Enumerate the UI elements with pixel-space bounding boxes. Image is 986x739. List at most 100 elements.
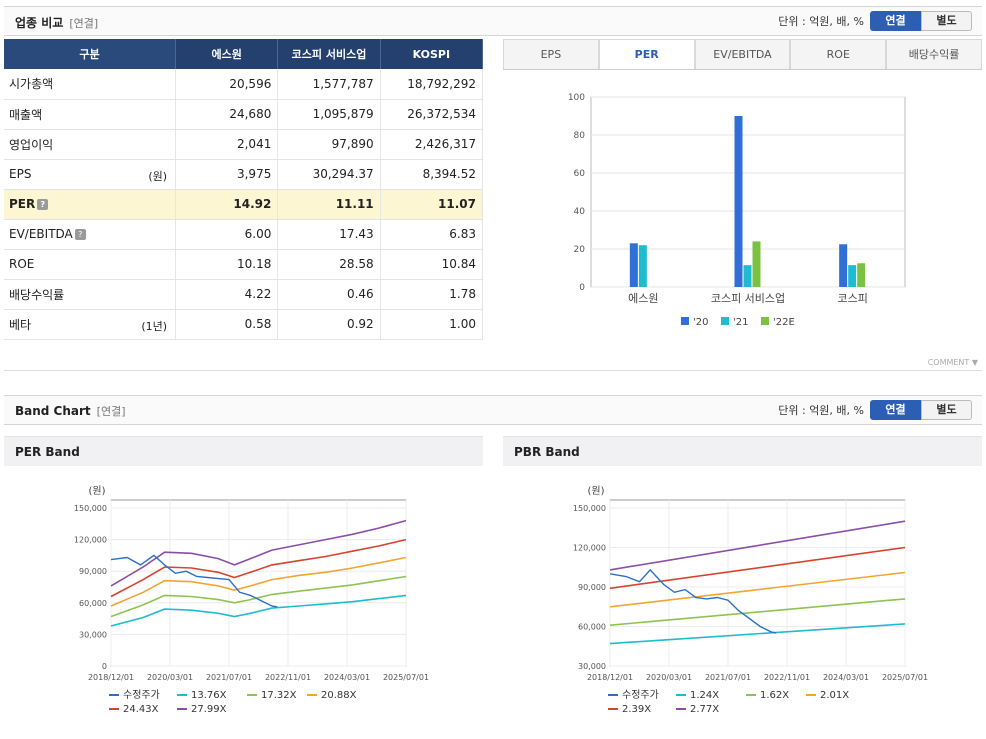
legend-swatch: [721, 317, 729, 325]
series-line-17.32x: [110, 575, 407, 618]
band-unit-label: 단위 : 억원, 배, %: [778, 404, 864, 417]
tab-dividend-yield[interactable]: 배당수익률: [886, 39, 982, 69]
cell-value: 20,596: [175, 69, 279, 100]
cell-value: 17.43: [277, 219, 381, 250]
separate-toggle[interactable]: 별도: [921, 11, 972, 31]
y-tick-label: 40: [574, 207, 586, 217]
x-category-label: 에스원: [628, 292, 658, 305]
x-tick-label: 2022/11/01: [265, 673, 311, 682]
unit-label: 단위 : 억원, 배, %: [778, 15, 864, 28]
cell-value: 30,294.37: [277, 159, 381, 190]
table-row-dividend-yield: 배당수익률 4.22 0.46 1.78: [4, 279, 484, 310]
bar-20: [839, 244, 848, 287]
tab-per[interactable]: PER: [598, 39, 695, 69]
row-label-text: 매출액: [9, 107, 43, 122]
x-tick-label: 2018/12/01: [587, 673, 633, 682]
row-label-text: 시가총액: [9, 77, 54, 92]
x-tick-label: 2024/03/01: [324, 673, 370, 682]
row-unit-note: (1년): [141, 319, 168, 333]
bar-21: [638, 245, 647, 287]
y-axis-unit: (원): [88, 485, 105, 497]
cell-value: 10.84: [380, 249, 484, 280]
y-tick-label: 0: [102, 662, 107, 671]
bar-21: [743, 265, 752, 287]
series-line-24.43x: [110, 538, 407, 598]
row-label: 배당수익률: [4, 279, 177, 310]
y-tick-label: 120,000: [74, 536, 107, 545]
cell-value: 1.00: [380, 309, 484, 340]
table-row-per: PER? 14.92 11.11 11.07: [4, 189, 484, 220]
y-tick-label: 80: [574, 131, 586, 141]
table-row-eps: EPS (원) 3,975 30,294.37 8,394.52: [4, 159, 484, 190]
band-chart-title: Band Chart [연결]: [15, 404, 126, 418]
x-tick-label: 2025/07/01: [383, 673, 429, 682]
legend-label: 24.43X: [123, 704, 159, 715]
section-divider: [4, 370, 982, 371]
legend-label: 수정주가: [622, 689, 659, 701]
legend-label: 수정주가: [123, 689, 160, 701]
cell-value: 8,394.52: [380, 159, 484, 190]
row-label-text: 배당수익률: [9, 287, 65, 302]
cell-value: 3,975: [175, 159, 279, 190]
cell-value: 6.83: [380, 219, 484, 250]
row-label-text: PER: [9, 197, 36, 211]
y-tick-label: 60: [574, 169, 586, 179]
comment-toggle[interactable]: COMMENT ▼: [927, 358, 978, 367]
cell-value: 0.58: [175, 309, 279, 340]
band-separate-toggle[interactable]: 별도: [921, 400, 972, 420]
y-tick-label: 30,000: [578, 662, 606, 671]
cell-value: 14.92: [175, 189, 279, 220]
series-line-13.76x: [110, 594, 407, 627]
y-tick-label: 20: [574, 245, 586, 255]
consolidated-toggle[interactable]: 연결: [870, 11, 921, 31]
row-label-text: 베타: [9, 317, 32, 332]
cell-value: 1.78: [380, 279, 484, 310]
x-category-label: 코스피: [837, 292, 867, 305]
series-line-2.01x: [609, 571, 906, 608]
y-axis-unit: (원): [587, 485, 604, 497]
y-tick-label: 0: [579, 283, 585, 293]
row-label-text: ROE: [9, 257, 35, 271]
col-header-category: 구분: [4, 39, 177, 69]
cell-value: 28.58: [277, 249, 381, 280]
band-consolidated-toggle[interactable]: 연결: [870, 400, 921, 420]
table-row-market-cap: 시가총액 20,596 1,577,787 18,792,292: [4, 69, 484, 100]
row-label: PER?: [4, 189, 177, 220]
per-band-title: PER Band: [4, 436, 483, 466]
y-tick-label: 90,000: [79, 567, 107, 576]
x-tick-label: 2022/11/01: [764, 673, 810, 682]
band-unit-toggle-group: 단위 : 억원, 배, % 연결 별도: [778, 400, 972, 420]
cell-value: 0.92: [277, 309, 381, 340]
bar-22e: [857, 263, 866, 287]
cell-value: 2,426,317: [380, 129, 484, 160]
help-icon[interactable]: ?: [74, 229, 86, 240]
cell-value: 18,792,292: [380, 69, 484, 100]
y-tick-label: 120,000: [573, 544, 606, 553]
cell-value: 4.22: [175, 279, 279, 310]
tab-ev-ebitda[interactable]: EV/EBITDA: [694, 39, 791, 69]
help-icon[interactable]: ?: [37, 199, 49, 210]
cell-value: 0.46: [277, 279, 381, 310]
x-tick-label: 2021/07/01: [206, 673, 252, 682]
tab-eps[interactable]: EPS: [503, 39, 599, 69]
tab-roe[interactable]: ROE: [790, 39, 887, 69]
y-tick-label: 150,000: [74, 504, 107, 513]
cell-value: 26,372,534: [380, 99, 484, 130]
x-tick-label: 2020/03/01: [147, 673, 193, 682]
table-header-row: 구분 에스원 코스피 서비스업 KOSPI: [4, 39, 484, 69]
pbr-band-title: PBR Band: [503, 436, 982, 466]
row-label: ROE: [4, 249, 177, 280]
y-tick-label: 150,000: [573, 504, 606, 513]
row-label: EPS (원): [4, 159, 177, 190]
legend-swatch: [681, 317, 689, 325]
row-label-text: 영업이익: [9, 137, 54, 152]
legend-label: '21: [733, 317, 748, 328]
row-label: EV/EBITDA?: [4, 219, 177, 250]
series-line-price: [110, 554, 278, 608]
series-line-2.39x: [609, 546, 906, 590]
row-label: 베타 (1년): [4, 309, 177, 340]
legend-label: '20: [693, 317, 708, 328]
industry-compare-table: 구분 에스원 코스피 서비스업 KOSPI 시가총액 20,596 1,577,78…: [4, 39, 484, 340]
x-tick-label: 2024/03/01: [823, 673, 869, 682]
x-tick-label: 2025/07/01: [882, 673, 928, 682]
